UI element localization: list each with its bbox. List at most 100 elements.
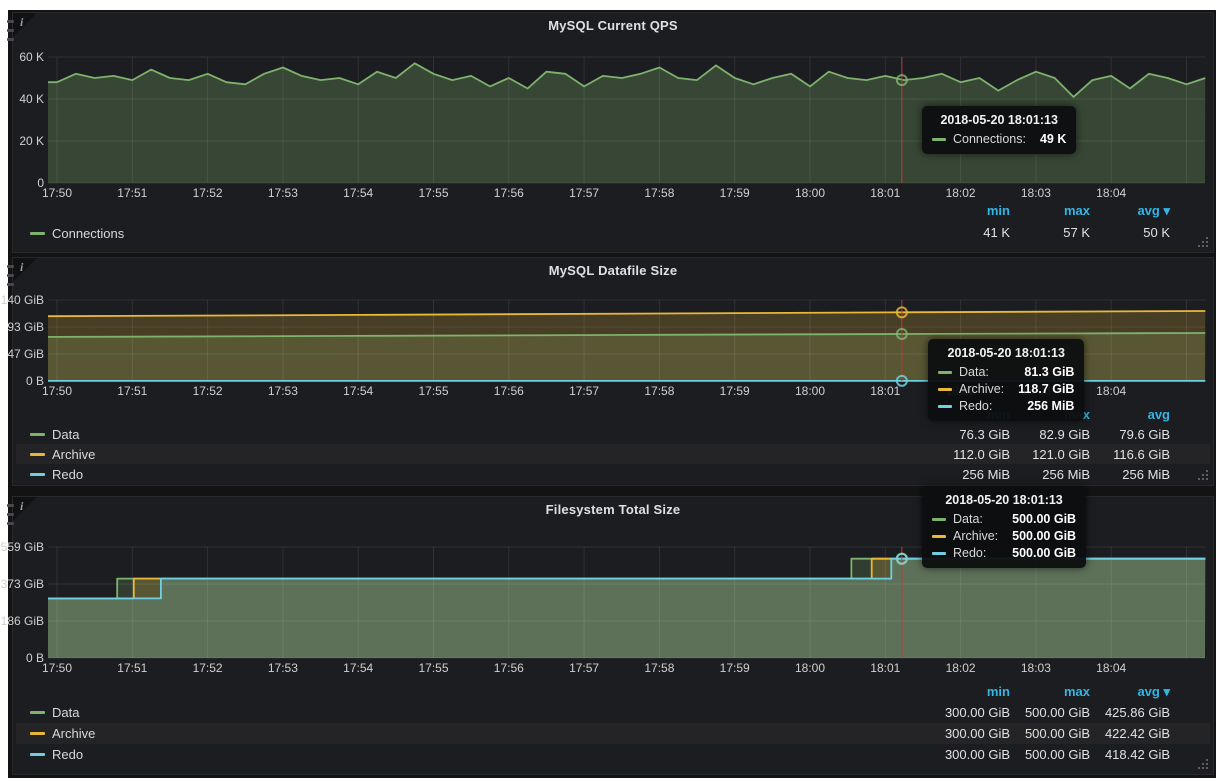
legend-header-max[interactable]: max (1063, 203, 1090, 218)
legend-header-max[interactable]: max (1063, 684, 1090, 699)
y-tick-label: 40 K (19, 92, 44, 106)
x-tick-label: 17:52 (192, 186, 223, 200)
tooltip-row: Data: 500.00 GiB (932, 512, 1076, 526)
tooltip-series-value: 49 K (1039, 132, 1067, 146)
legend-header-min[interactable]: min (986, 203, 1010, 218)
x-tick-label: 17:50 (41, 186, 73, 200)
tooltip-series-name: Redo: (959, 399, 993, 413)
tooltip-series-value: 118.7 GiB (1018, 382, 1075, 396)
drag-handle-icon[interactable] (7, 265, 15, 292)
tooltip-row: Data: 81.3 GiB (938, 365, 1074, 379)
x-tick-label: 17:55 (418, 384, 449, 398)
series-line-redo (48, 557, 1206, 600)
x-tick-label: 17:53 (267, 186, 298, 200)
panel-title[interactable]: MySQL Current QPS (548, 18, 678, 33)
panel-info-corner[interactable] (13, 258, 37, 282)
x-tick-label: 17:56 (493, 661, 524, 675)
x-tick-label: 17:57 (569, 384, 600, 398)
legend-series-label: Archive (52, 446, 96, 462)
hover-point-marker (895, 306, 908, 319)
legend-stat-min: 256 MiB (962, 467, 1010, 482)
chart-canvas[interactable] (48, 299, 1206, 387)
x-tick-label: 18:02 (945, 186, 976, 200)
legend-series-archive[interactable]: Archive (30, 446, 95, 462)
tooltip-row: Redo: 500.00 GiB (932, 546, 1076, 560)
y-tick-label: 559 GiB (0, 540, 44, 554)
series-line-archive (48, 310, 1206, 318)
panel-title[interactable]: Filesystem Total Size (545, 502, 681, 517)
x-tick-label: 17:57 (569, 661, 600, 675)
tooltip-series-name: Data: (959, 365, 989, 379)
x-tick-label: 18:02 (945, 661, 976, 675)
graph-tooltip: 2018-05-20 18:01:13 Data: 500.00 GiB Archiv… (922, 486, 1087, 568)
chart-canvas[interactable] (48, 546, 1206, 659)
legend-stat-avg: 50 K (1143, 225, 1170, 240)
info-icon[interactable]: i (20, 15, 24, 29)
info-icon[interactable]: i (20, 499, 24, 513)
resize-handle-icon[interactable] (1206, 767, 1208, 769)
info-icon[interactable]: i (20, 260, 24, 274)
legend-header-avg[interactable]: avg ▾ (1137, 684, 1170, 699)
legend-series-redo[interactable]: Redo (30, 466, 83, 482)
resize-handle-icon[interactable] (1206, 245, 1208, 247)
hover-point-marker (895, 327, 908, 340)
legend-header-min[interactable]: min (986, 684, 1010, 699)
legend-stat-min: 300.00 GiB (944, 747, 1010, 762)
legend-series-color-icon (30, 732, 45, 735)
drag-handle-icon[interactable] (7, 504, 15, 531)
series-area-data (48, 333, 1206, 381)
hover-point-marker (895, 552, 908, 565)
x-tick-label: 17:58 (644, 186, 675, 200)
legend-series-color-icon (30, 452, 45, 456)
x-tick-label: 18:00 (794, 186, 826, 200)
resize-handle-icon[interactable] (1206, 478, 1208, 480)
panel-title[interactable]: MySQL Datafile Size (548, 263, 678, 278)
legend-stat-avg: 418.42 GiB (1104, 747, 1170, 762)
drag-handle-icon[interactable] (7, 20, 15, 47)
tooltip-series-name: Archive: (953, 529, 999, 543)
graph-tooltip: 2018-05-20 18:01:13 Connections: 49 K (922, 106, 1077, 154)
x-tick-label: 18:03 (1020, 661, 1051, 675)
legend-series-redo[interactable]: Redo (30, 747, 83, 763)
hover-point-marker (895, 374, 908, 387)
x-tick-label: 17:55 (418, 661, 449, 675)
tooltip-series-color-icon (938, 387, 952, 391)
hover-point-marker (895, 74, 908, 87)
series-area-redo (48, 558, 1206, 658)
x-tick-label: 18:01 (870, 186, 901, 200)
tooltip-series-color-icon (932, 551, 946, 555)
legend-header-avg[interactable]: avg (1147, 407, 1170, 422)
panel-info-corner[interactable] (13, 497, 37, 521)
legend-series-color-icon (30, 432, 45, 436)
legend-series-connections[interactable]: Connections (30, 225, 124, 241)
tooltip-series-value: 256 MiB (1027, 399, 1075, 413)
x-tick-label: 17:50 (41, 661, 73, 675)
x-tick-label: 17:59 (719, 384, 750, 398)
legend-stat-min: 300.00 GiB (944, 705, 1010, 720)
legend-series-color-icon (30, 472, 45, 476)
chart-canvas[interactable] (48, 56, 1206, 184)
legend-stat-min: 76.3 GiB (959, 427, 1010, 442)
legend-stat-max: 121.0 GiB (1032, 447, 1090, 462)
tooltip-series-value: 500.00 GiB (1012, 529, 1077, 543)
x-tick-label: 17:51 (117, 384, 148, 398)
y-tick-label: 20 K (19, 134, 44, 148)
series-area-archive (48, 558, 1206, 658)
legend-series-data[interactable]: Data (30, 705, 79, 721)
legend-series-data[interactable]: Data (30, 426, 79, 442)
y-tick-label: 186 GiB (0, 614, 44, 628)
tooltip-series-color-icon (932, 137, 946, 141)
tooltip-series-value: 500.00 GiB (1012, 546, 1077, 560)
x-tick-label: 17:54 (343, 661, 374, 675)
legend-stat-avg: 425.86 GiB (1104, 705, 1170, 720)
legend-stat-avg: 116.6 GiB (1113, 447, 1170, 462)
panel-info-corner[interactable] (13, 13, 37, 37)
tooltip-series-color-icon (932, 517, 946, 521)
series-area-data (48, 558, 1206, 658)
x-tick-label: 18:00 (794, 384, 826, 398)
legend-header-avg[interactable]: avg ▾ (1137, 203, 1170, 218)
legend-stat-min: 300.00 GiB (944, 726, 1010, 741)
legend-series-archive[interactable]: Archive (30, 726, 95, 742)
tooltip-series-name: Connections: (953, 132, 1026, 146)
